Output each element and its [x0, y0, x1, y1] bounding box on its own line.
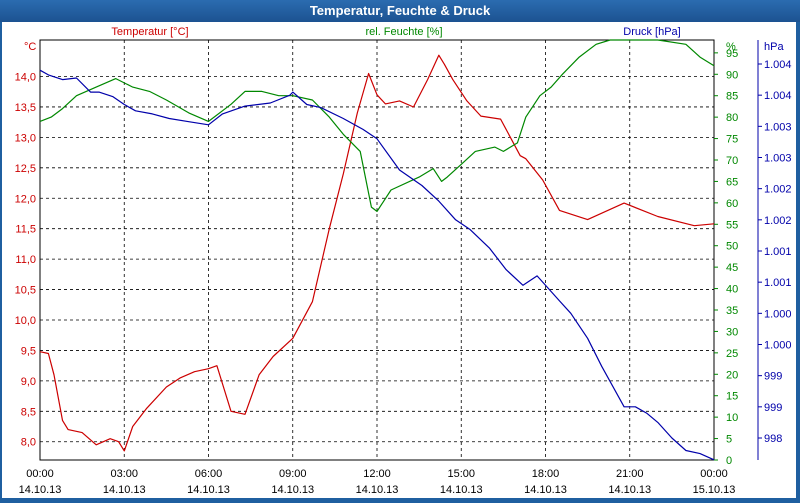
pressure-tick-label: 1.001 — [764, 246, 792, 258]
x-tick-date: 14.10.13 — [271, 484, 314, 496]
temperature-tick-label: 14,0 — [15, 72, 36, 84]
x-tick-time: 03:00 — [110, 468, 138, 480]
x-tick-time: 06:00 — [195, 468, 223, 480]
temperature-unit-label: °C — [24, 41, 36, 53]
line-chart: 00:00 14.10.13 03:00 14.10.13 06:00 14.10.13 0… — [15, 26, 792, 496]
title-bar: Temperatur, Feuchte & Druck — [0, 0, 800, 22]
humidity-tick-label: 75 — [726, 134, 738, 146]
humidity-tick-label: 30 — [726, 326, 738, 338]
pressure-unit-label: hPa — [764, 41, 784, 53]
temperature-tick-label: 8,0 — [21, 437, 36, 449]
x-tick-date: 14.10.13 — [103, 484, 146, 496]
chart-area: 00:00 14.10.13 03:00 14.10.13 06:00 14.10.13 0… — [2, 22, 796, 498]
humidity-tick-label: 0 — [726, 455, 732, 467]
humidity-tick-label: 55 — [726, 219, 738, 231]
x-tick-time: 00:00 — [700, 468, 728, 480]
humidity-tick-label: 90 — [726, 69, 738, 81]
pressure-tick-label: 998 — [764, 433, 782, 445]
pressure-tick-label: 1.003 — [764, 121, 792, 133]
humidity-tick-label: 45 — [726, 262, 738, 274]
humidity-series-line — [39, 39, 715, 212]
pressure-tick-label: 1.002 — [764, 215, 792, 227]
temperature-tick-label: 11,0 — [15, 254, 36, 266]
humidity-tick-label: 50 — [726, 241, 738, 253]
temperature-tick-label: 10,0 — [15, 315, 36, 327]
x-tick-date: 14.10.13 — [440, 484, 483, 496]
x-tick-time: 21:00 — [616, 468, 644, 480]
humidity-tick-label: 35 — [726, 305, 738, 317]
x-tick-date: 14.10.13 — [356, 484, 399, 496]
temperature-tick-label: 10,5 — [15, 285, 36, 297]
x-tick-date: 14.10.13 — [524, 484, 567, 496]
x-tick-date: 14.10.13 — [187, 484, 230, 496]
temperature-tick-label: 13,5 — [15, 102, 36, 114]
x-tick-time: 12:00 — [363, 468, 391, 480]
temperature-tick-label: 13,0 — [15, 132, 36, 144]
pressure-tick-label: 999 — [764, 402, 782, 414]
x-tick-time: 00:00 — [26, 468, 54, 480]
pressure-tick-label: 1.000 — [764, 340, 792, 352]
x-tick-time: 15:00 — [447, 468, 475, 480]
humidity-tick-label: 25 — [726, 348, 738, 360]
humidity-tick-label: 80 — [726, 112, 738, 124]
pressure-tick-label: 1.004 — [764, 59, 792, 71]
humidity-tick-label: 60 — [726, 198, 738, 210]
humidity-tick-label: 20 — [726, 369, 738, 381]
pressure-tick-label: 1.002 — [764, 184, 792, 196]
temperature-tick-label: 12,5 — [15, 163, 36, 175]
temperature-axis-title: Temperatur [°C] — [111, 26, 188, 38]
x-tick-date: 14.10.13 — [19, 484, 62, 496]
humidity-tick-label: 15 — [726, 391, 738, 403]
pressure-tick-label: 999 — [764, 371, 782, 383]
grid-lines — [40, 40, 714, 460]
temperature-tick-label: 11,5 — [15, 224, 36, 236]
pressure-tick-label: 1.001 — [764, 277, 792, 289]
chart-title: Temperatur, Feuchte & Druck — [309, 3, 491, 18]
x-tick-date: 14.10.13 — [608, 484, 651, 496]
pressure-axis-title: Druck [hPa] — [623, 26, 680, 38]
pressure-tick-label: 1.003 — [764, 153, 792, 165]
temperature-tick-label: 9,0 — [21, 376, 36, 388]
humidity-axis-title: rel. Feuchte [%] — [365, 26, 442, 38]
humidity-tick-label: 70 — [726, 155, 738, 167]
humidity-unit-label: % — [726, 41, 736, 53]
humidity-tick-label: 40 — [726, 284, 738, 296]
x-tick-date: 15.10.13 — [693, 484, 736, 496]
humidity-tick-label: 95 — [726, 48, 738, 60]
temperature-tick-label: 8,5 — [21, 406, 36, 418]
humidity-tick-label: 10 — [726, 412, 738, 424]
temperature-series-line — [39, 54, 715, 452]
x-tick-time: 09:00 — [279, 468, 307, 480]
humidity-tick-label: 5 — [726, 434, 732, 446]
x-tick-time: 18:00 — [532, 468, 560, 480]
humidity-tick-label: 65 — [726, 176, 738, 188]
temperature-tick-label: 12,0 — [15, 193, 36, 205]
pressure-tick-label: 1.000 — [764, 308, 792, 320]
temperature-tick-label: 9,5 — [21, 345, 36, 357]
pressure-series-line — [39, 69, 715, 461]
humidity-tick-label: 85 — [726, 91, 738, 103]
pressure-tick-label: 1.004 — [764, 90, 792, 102]
